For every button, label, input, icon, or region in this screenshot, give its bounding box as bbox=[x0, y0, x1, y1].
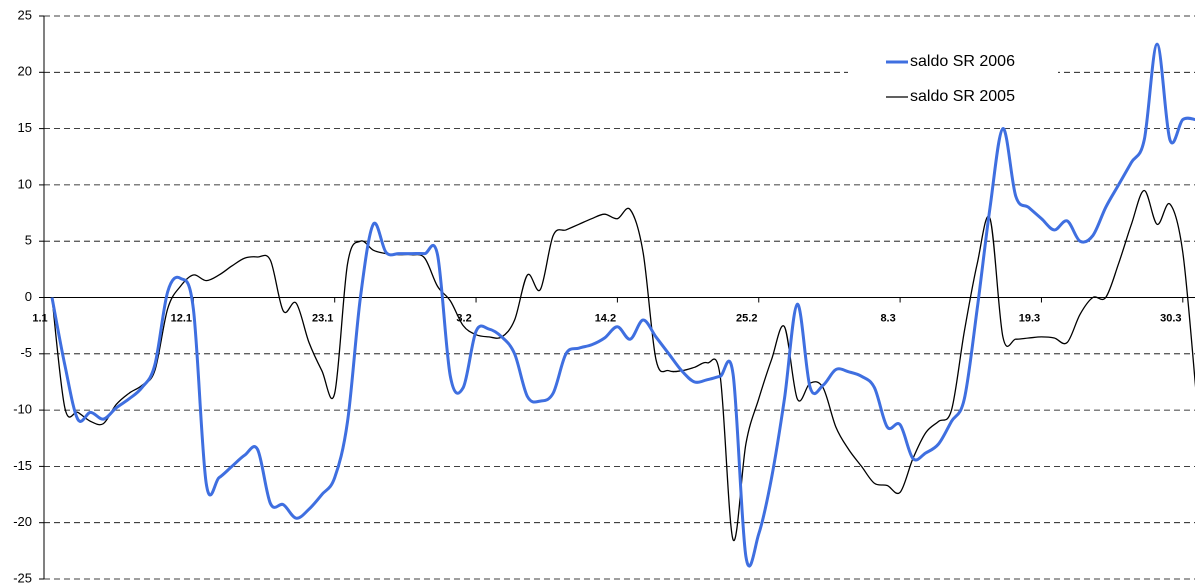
y-tick-label: 10 bbox=[18, 176, 32, 191]
x-tick-label: 30.3 bbox=[1160, 312, 1181, 324]
y-tick-label: -5 bbox=[20, 345, 32, 360]
x-tick-label: 25.2 bbox=[736, 312, 757, 324]
y-tick-label: -10 bbox=[13, 402, 32, 417]
y-tick-label: -20 bbox=[13, 514, 32, 529]
legend-box bbox=[848, 40, 1058, 120]
y-tick-label: 5 bbox=[25, 233, 32, 248]
line-series bbox=[50, 42, 1195, 568]
x-tick-label: 8.3 bbox=[880, 312, 895, 324]
y-tick-label: 0 bbox=[25, 289, 32, 304]
x-tick-label: 1.1 bbox=[32, 312, 47, 324]
y-tick-label: -25 bbox=[13, 570, 32, 584]
y-tick-label: 25 bbox=[18, 7, 32, 22]
y-tick-label: 15 bbox=[18, 120, 32, 135]
y-tick-label: 20 bbox=[18, 64, 32, 79]
legend-label: saldo SR 2006 bbox=[910, 53, 1015, 70]
line-series bbox=[51, 189, 1195, 542]
x-tick-label: 19.3 bbox=[1019, 312, 1040, 324]
y-tick-label: -15 bbox=[13, 458, 32, 473]
x-tick-label: 23.1 bbox=[312, 312, 333, 324]
legend-label: saldo SR 2005 bbox=[910, 88, 1015, 105]
x-tick-label: 12.1 bbox=[171, 312, 192, 324]
x-tick-label: 14.2 bbox=[595, 312, 616, 324]
